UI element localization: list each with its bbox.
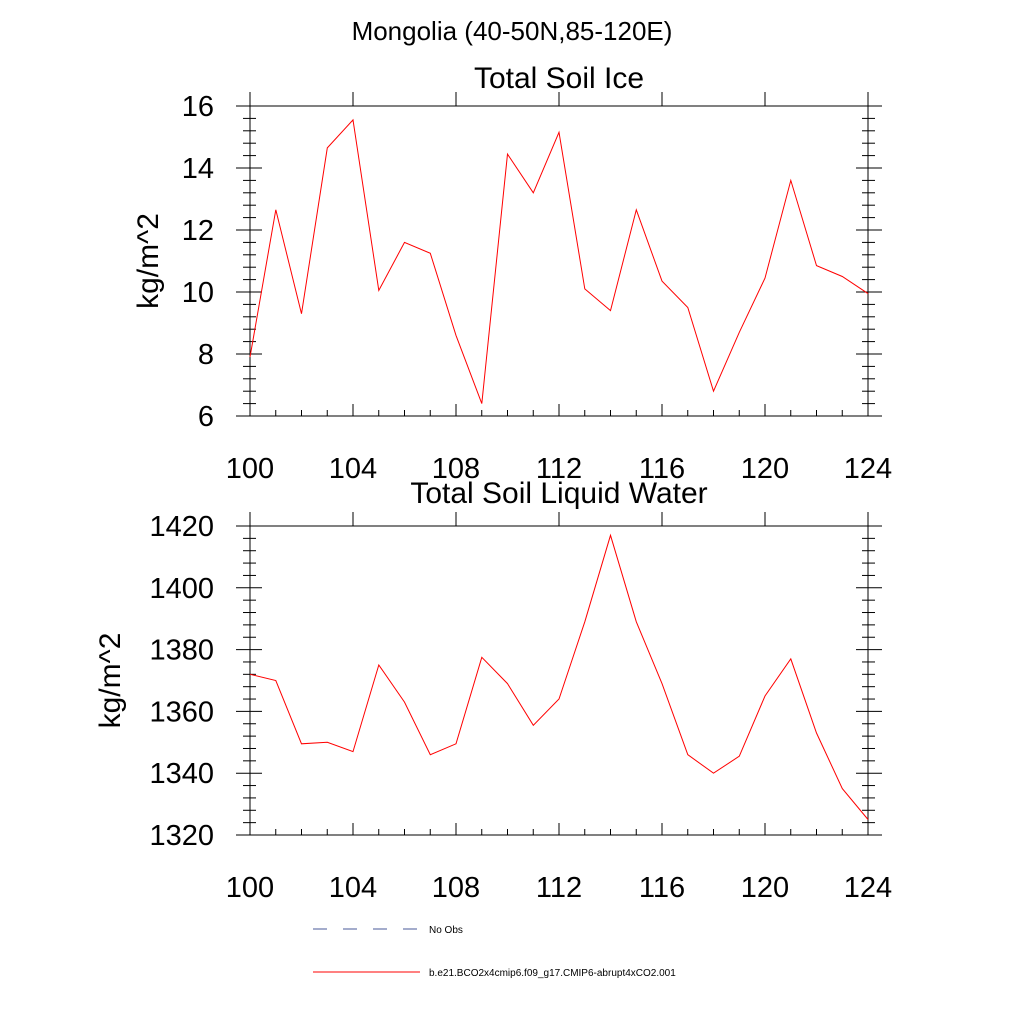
x-tick-label: 100 xyxy=(226,872,274,904)
chart-panel-1: Total Soil Ice 100 104 108 112 116 120 124 6 8 10 1… xyxy=(132,62,892,485)
x-tick-label: 116 xyxy=(639,453,685,485)
x-tick-label: 108 xyxy=(432,872,480,904)
y-tick-label: 1380 xyxy=(149,635,214,667)
y-tick-label: 1400 xyxy=(149,573,214,605)
legend-label: b.e21.BCO2x4cmip6.f09_g17.CMIP6-abrupt4x… xyxy=(429,968,676,979)
x-tick-label: 112 xyxy=(536,872,582,904)
x-tick-label: 124 xyxy=(844,453,892,485)
x-tick-label: 104 xyxy=(329,872,377,904)
y-tick-label: 1320 xyxy=(149,820,214,852)
x-tick-label: 104 xyxy=(329,453,377,485)
y-tick-label: 16 xyxy=(182,91,214,123)
legend-label: No Obs xyxy=(429,925,463,936)
page-title: Mongolia (40-50N,85-120E) xyxy=(351,16,673,46)
y-tick-label: 1420 xyxy=(149,511,214,543)
y-axis-label: kg/m^2 xyxy=(94,633,127,729)
plot-frame xyxy=(249,105,869,417)
chart-title: Total Soil Ice xyxy=(474,62,644,95)
x-tick-label: 124 xyxy=(844,872,892,904)
x-tick-label: 108 xyxy=(432,453,480,485)
y-tick-label: 1360 xyxy=(149,696,214,728)
x-tick-label: 100 xyxy=(226,453,274,485)
y-tick-label: 12 xyxy=(182,215,214,247)
y-tick-label: 1340 xyxy=(149,758,214,790)
chart-panel-2: Total Soil Liquid Water 100 104 108 112 116 12… xyxy=(94,477,892,904)
x-tick-label: 116 xyxy=(639,872,685,904)
y-tick-label: 10 xyxy=(182,277,214,309)
series-line xyxy=(249,118,869,404)
y-axis-label: kg/m^2 xyxy=(132,213,165,309)
x-tick-label: 120 xyxy=(741,453,789,485)
x-tick-label: 112 xyxy=(536,453,582,485)
x-tick-label: 120 xyxy=(741,872,789,904)
series-line xyxy=(249,533,869,820)
y-tick-label: 8 xyxy=(198,339,214,371)
legend: No Obs b.e21.BCO2x4cmip6.f09_g17.CMIP6-ab… xyxy=(313,925,676,979)
chart-title: Total Soil Liquid Water xyxy=(410,477,707,510)
y-tick-label: 6 xyxy=(198,401,214,433)
y-tick-label: 14 xyxy=(182,153,214,185)
